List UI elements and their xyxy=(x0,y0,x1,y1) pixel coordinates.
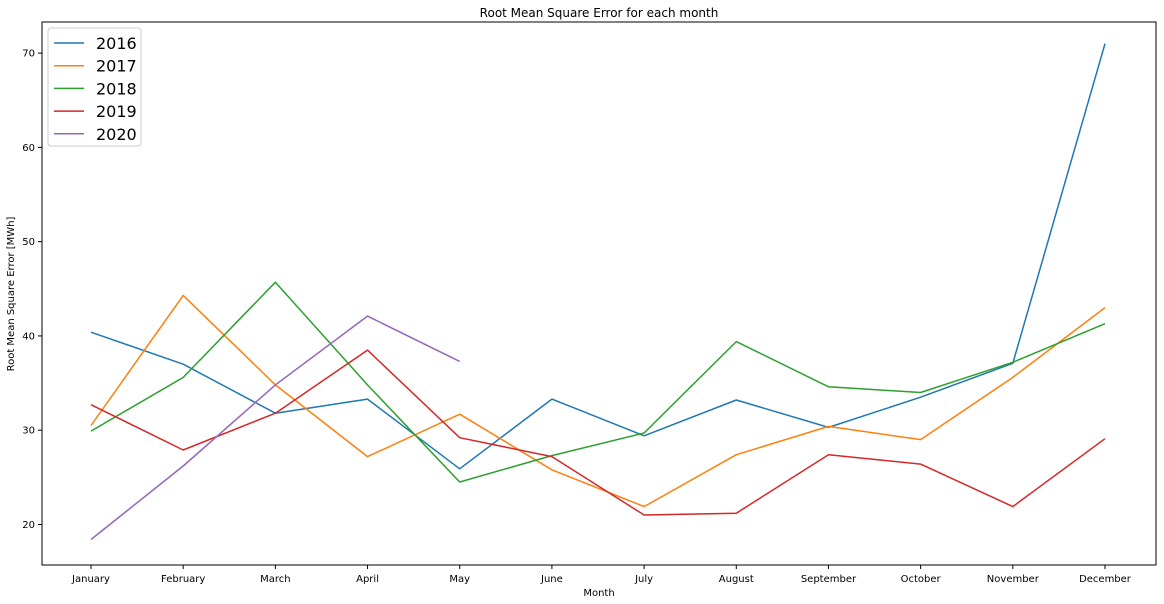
y-tick-label: 40 xyxy=(22,331,35,342)
x-tick-label: August xyxy=(719,574,754,585)
y-tick-label: 30 xyxy=(22,426,35,437)
y-tick-label: 70 xyxy=(22,49,35,60)
series-line-2018 xyxy=(90,281,1106,483)
x-tick-label: November xyxy=(987,574,1040,585)
x-axis: January February March April May June July Augu… xyxy=(71,565,1132,585)
legend-label: 2020 xyxy=(96,125,137,144)
y-tick-label: 60 xyxy=(22,143,35,154)
legend-label: 2019 xyxy=(96,102,137,121)
x-tick-label: June xyxy=(540,574,563,585)
legend-label: 2017 xyxy=(96,57,137,76)
x-tick-label: February xyxy=(161,574,205,585)
series-lines xyxy=(90,43,1106,541)
legend-label: 2018 xyxy=(96,79,137,98)
y-axis: 20 30 40 50 60 70 xyxy=(22,49,42,531)
x-tick-label: October xyxy=(901,574,942,585)
plot-area-frame xyxy=(41,21,1157,566)
x-tick-label: January xyxy=(71,574,110,585)
x-tick-label: September xyxy=(801,574,857,585)
series-line-2016 xyxy=(90,43,1106,470)
x-tick-label: December xyxy=(1079,574,1132,585)
x-tick-label: March xyxy=(260,574,290,585)
y-axis-title: Root Mean Square Error [MWh] xyxy=(6,216,17,371)
series-line-2019 xyxy=(90,349,1106,516)
x-tick-label: July xyxy=(634,574,653,585)
legend-label: 2016 xyxy=(96,34,137,53)
x-axis-title: Month xyxy=(583,588,614,599)
x-tick-label: May xyxy=(449,574,470,585)
series-line-2017 xyxy=(90,294,1106,508)
legend-box xyxy=(47,27,142,147)
y-tick-label: 50 xyxy=(22,237,35,248)
x-tick-label: April xyxy=(356,574,379,585)
y-tick-label: 20 xyxy=(22,520,35,531)
chart-title: Root Mean Square Error for each month xyxy=(480,6,719,20)
legend: 2016 2017 2018 2019 2020 xyxy=(47,27,142,147)
series-line-2020 xyxy=(90,315,461,541)
